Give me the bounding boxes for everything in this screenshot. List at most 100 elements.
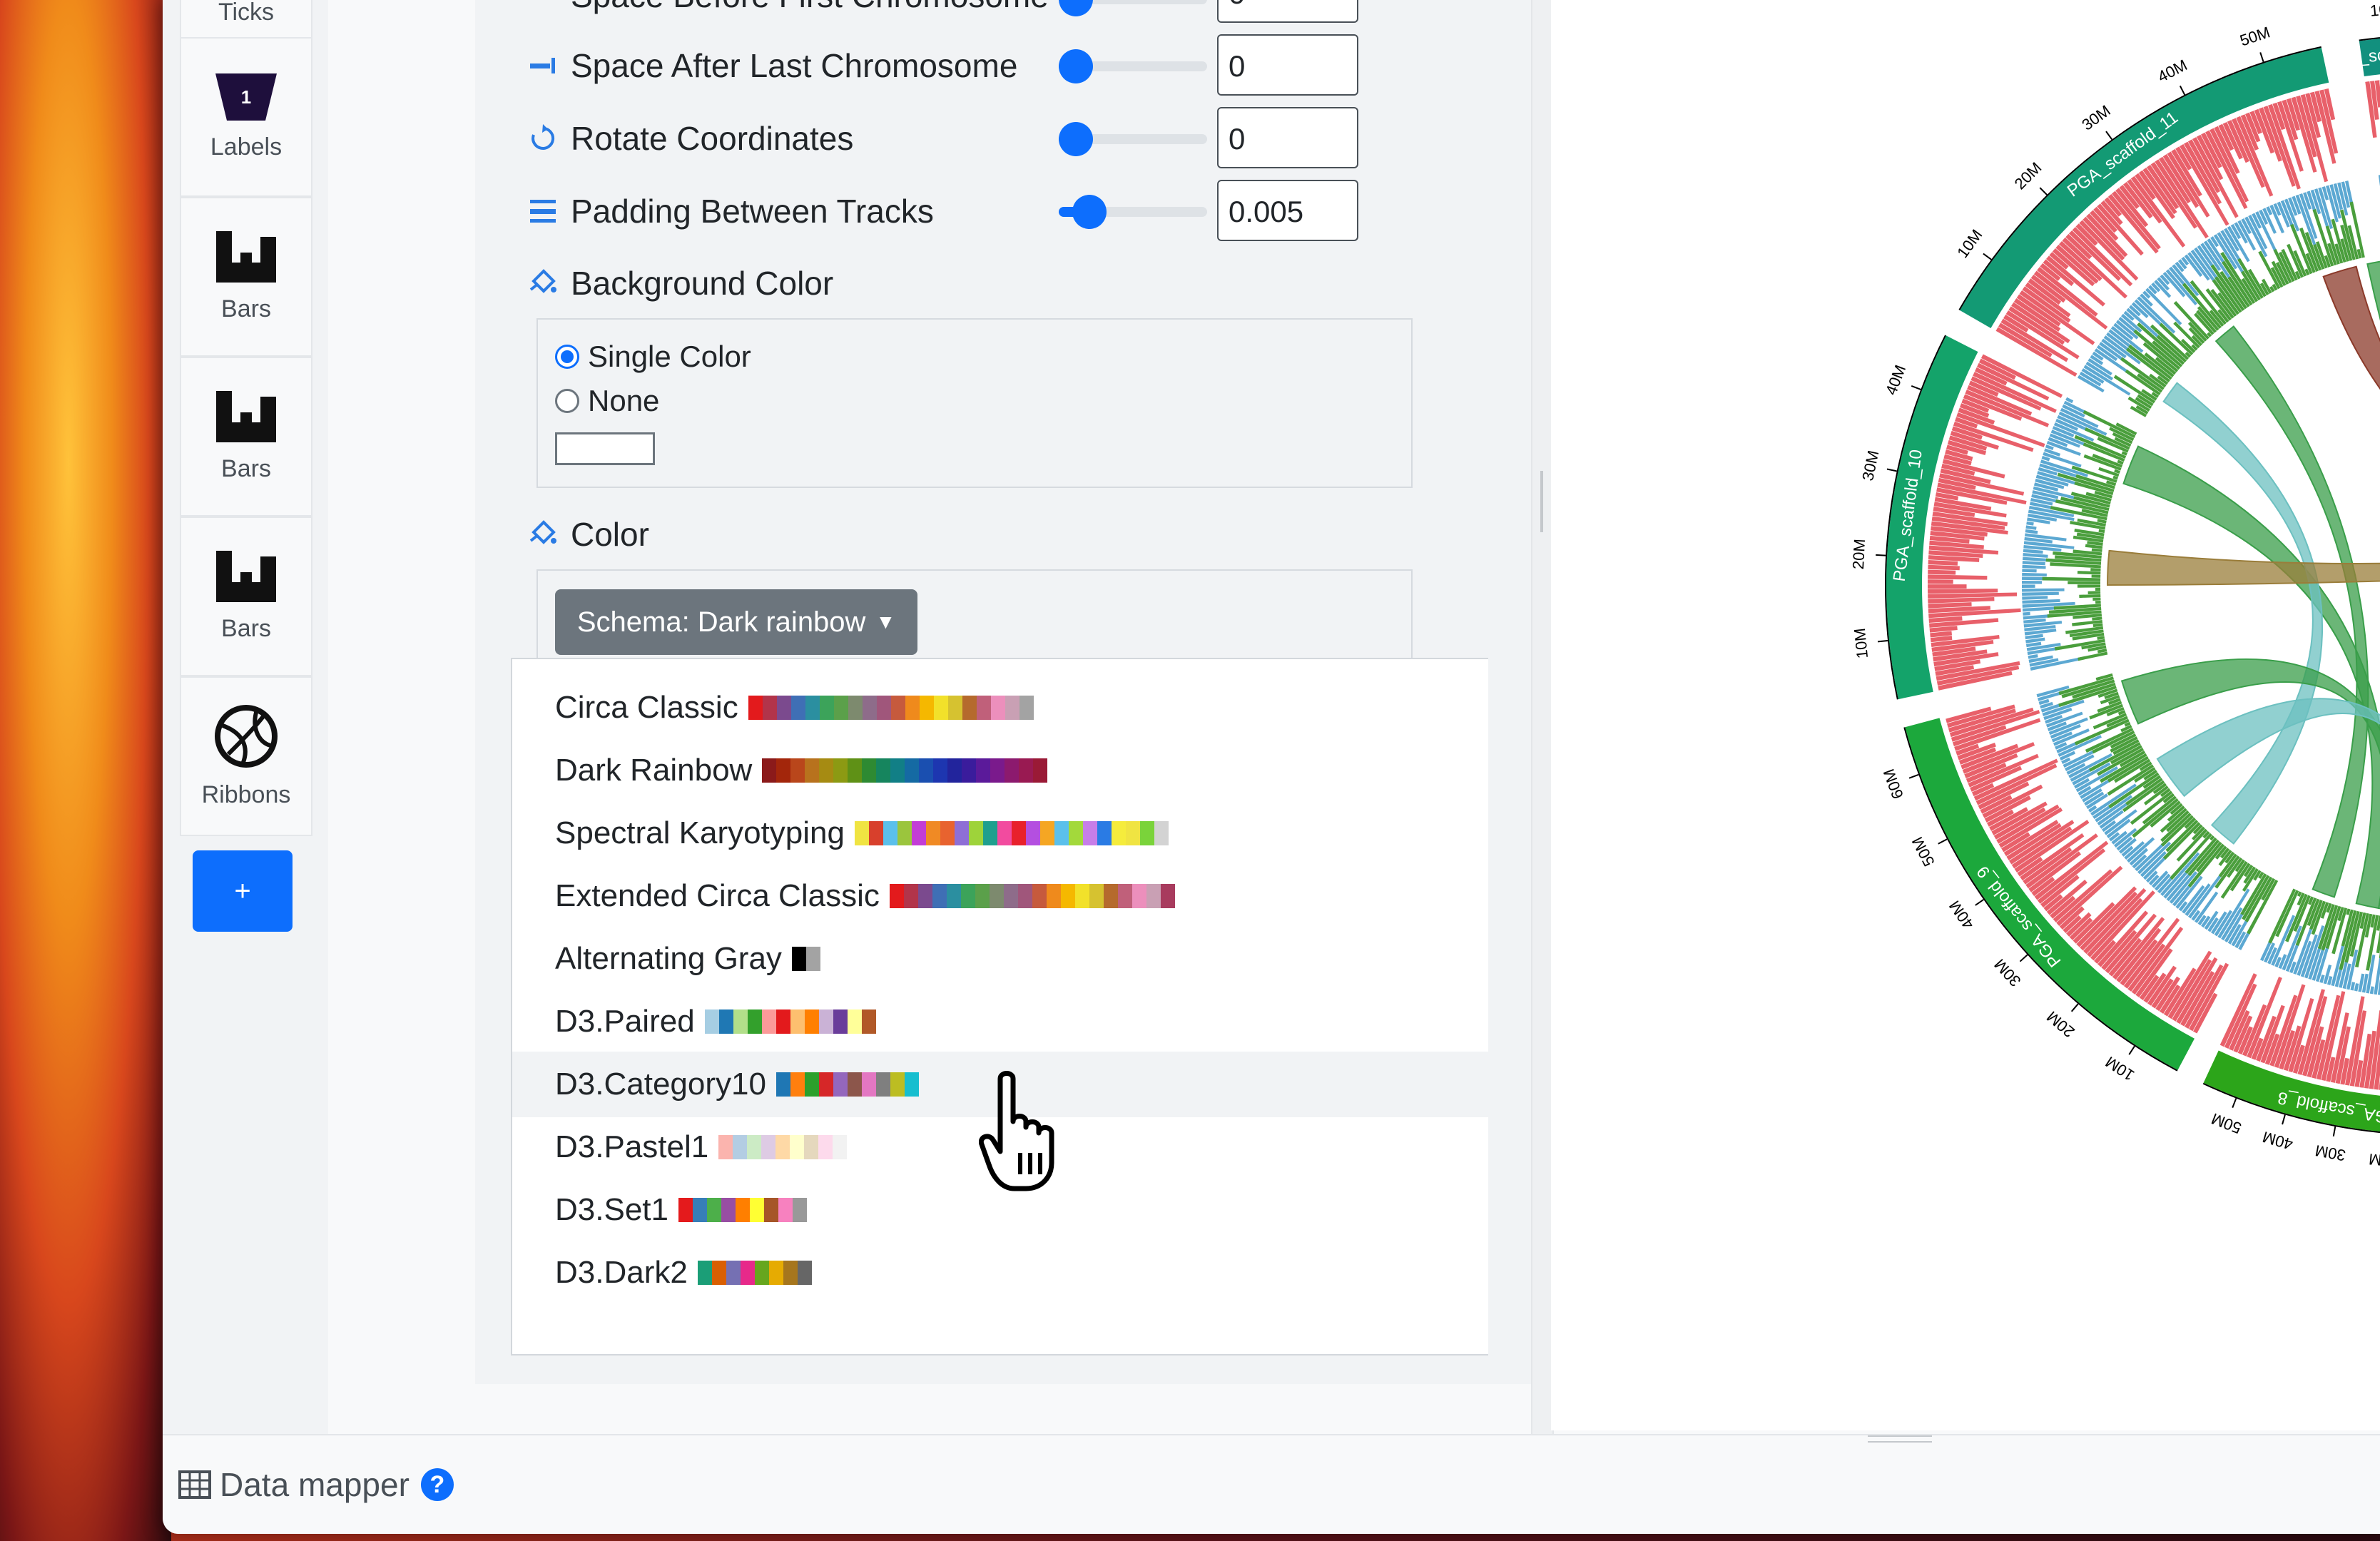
palette-swatch [1097,821,1112,845]
palette-swatch [975,884,990,908]
schema-option-extended-circa-classic[interactable]: Extended Circa Classic [512,863,1488,929]
track-tile-ticks[interactable]: Ticks [180,0,312,39]
red-bar [2049,252,2069,270]
green-bar [2126,347,2170,382]
schema-option-d3-set1[interactable]: D3.Set1 [512,1177,1488,1243]
palette-swatch [855,821,869,845]
red-bar [1933,502,2007,518]
red-bar [2028,851,2082,892]
schema-option-alternating-gray[interactable]: Alternating Gray [512,926,1488,992]
green-bar [2287,243,2304,278]
schema-name: Alternating Gray [555,941,782,976]
data-mapper-toggle[interactable]: Data mapper ? [178,1465,454,1504]
schema-palette-preview [704,1009,876,1034]
red-bar [1982,784,2043,818]
color-schema-dropdown-button[interactable]: Schema: Dark rainbow ▼ [555,589,917,655]
red-bar [2171,148,2202,197]
green-bar [2142,342,2179,372]
background-single-color-option[interactable]: Single Color [555,340,751,374]
blue-bar [2165,269,2197,305]
blue-bar [2345,180,2354,207]
track-tile-labels[interactable]: 1 Labels [180,37,312,197]
tick-mark [1886,468,1897,472]
palette-swatch [833,1135,848,1159]
blue-bar [2145,288,2182,325]
blue-bar [2025,525,2037,530]
blue-bar [2293,925,2314,975]
blue-bar [2084,791,2105,806]
add-track-button[interactable]: + [193,850,293,932]
schema-option-dark-rainbow[interactable]: Dark Rainbow [512,738,1488,803]
background-color-swatch[interactable] [555,432,655,465]
green-bar [2144,352,2175,377]
space-before-input[interactable]: 0 [1217,0,1358,23]
ribbon [2106,549,2380,586]
blue-bar [2366,955,2376,994]
palette-swatch [847,1009,862,1034]
red-bar [2218,123,2234,151]
green-bar [2095,587,2101,591]
red-bar [2001,832,2030,853]
space-after-slider[interactable] [1059,49,1207,83]
green-bar [2258,871,2264,879]
red-bar [1929,535,1970,544]
padding-slider[interactable] [1059,195,1207,229]
blue-bar [2025,533,2067,541]
help-icon[interactable]: ? [420,1468,454,1501]
schema-option-spectral-karyotyping[interactable]: Spectral Karyotyping [512,800,1488,866]
footer-resize-handle[interactable] [1868,1435,1932,1443]
green-bar [2074,481,2114,496]
green-bar [2270,267,2284,288]
palette-swatch [990,758,1005,783]
blue-bar [2050,723,2081,739]
green-bar [2269,285,2275,293]
blue-bar [2178,901,2188,912]
blue-bar [2230,223,2242,240]
red-bar [2119,185,2140,209]
green-bar [2125,778,2163,806]
red-bar [1948,708,2016,733]
track-tile-ribbons[interactable]: Ribbons [180,676,312,836]
blue-bar [2277,201,2290,228]
red-bar [2050,895,2076,919]
red-bar [1964,753,2018,779]
track-tile-bars[interactable]: Bars [180,517,312,676]
radio-selected[interactable] [555,345,579,369]
red-bar [2364,1030,2376,1089]
background-none-option[interactable]: None [555,384,659,418]
space-after-input[interactable]: 0 [1217,34,1358,96]
rotate-slider[interactable] [1059,122,1207,156]
padding-input[interactable]: 0.005 [1217,180,1358,241]
red-bar [1965,763,2007,783]
rotate-input[interactable]: 0 [1217,107,1358,168]
blue-bar [2262,208,2277,234]
blue-bar [2131,302,2149,318]
track-tile-bars[interactable]: Bars [180,357,312,517]
blue-bar [2129,305,2141,317]
radio-unselected[interactable] [555,389,579,413]
blue-bar [2090,355,2104,365]
blue-bar [2030,656,2083,671]
schema-option-d3-paired[interactable]: D3.Paired [512,989,1488,1054]
blue-bar [2137,841,2172,875]
green-bar [2212,279,2239,315]
green-bar [2157,375,2169,385]
blue-bar [2151,870,2169,888]
red-bar [2056,865,2123,927]
blue-bar [2295,194,2317,248]
schema-option-d3-dark2[interactable]: D3.Dark2 [512,1240,1488,1306]
palette-swatch [917,884,932,908]
blue-bar [2068,753,2112,778]
red-bar [2237,1026,2253,1055]
palette-swatch [763,1198,778,1222]
tick-label: 20M [2368,1150,2380,1171]
schema-option-d3-pastel1[interactable]: D3.Pastel1 [512,1114,1488,1180]
track-tile-bars[interactable]: Bars [180,197,312,357]
schema-option-circa-classic[interactable]: Circa Classic [512,675,1488,741]
blue-bar [2124,840,2145,860]
space-before-slider[interactable] [1059,0,1207,16]
green-bar [2061,679,2115,698]
blue-bar [2049,433,2080,448]
green-bar [2106,480,2117,487]
blue-bar [2285,937,2302,972]
